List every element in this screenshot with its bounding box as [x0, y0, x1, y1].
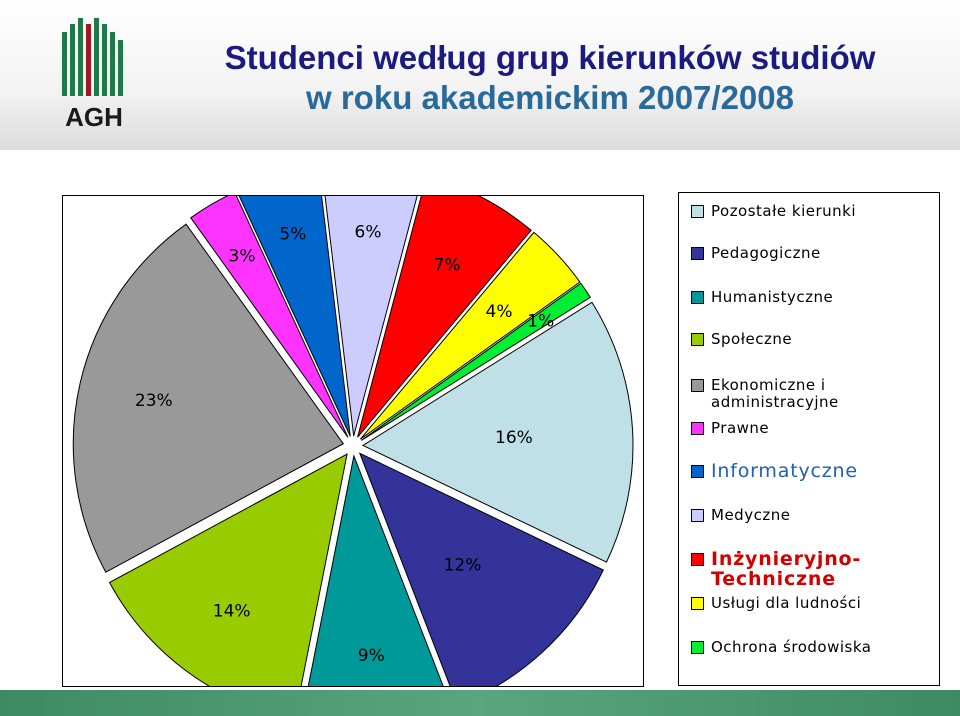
- slide-header: AGH Studenci według grup kierunków studi…: [0, 0, 960, 150]
- pie-slice: [358, 452, 604, 686]
- slice-label: 1%: [527, 311, 554, 331]
- legend-label: Usługi dla ludności: [711, 594, 862, 612]
- title-line-1: Studenci według grup kierunków studiów: [224, 39, 876, 76]
- legend-label: Medyczne: [711, 506, 791, 524]
- pie-slice: [359, 231, 581, 440]
- legend-swatch: [691, 509, 704, 522]
- footer-bar: [0, 690, 960, 716]
- legend-swatch: [691, 641, 704, 654]
- logo-text: AGH: [65, 102, 123, 132]
- pie-slice: [361, 301, 634, 563]
- slice-label: 6%: [355, 222, 382, 242]
- slice-label: 4%: [486, 302, 513, 322]
- slice-label: 23%: [135, 391, 173, 411]
- title-line-2: w roku akademickim 2007/2008: [306, 79, 794, 116]
- slice-label: 5%: [279, 225, 306, 245]
- legend-label: Pedagogiczne: [711, 244, 821, 262]
- legend-swatch: [691, 205, 704, 218]
- pie-chart-area: 16% 12% 9% 14% 23% 3% 5% 6% 7% 4% 1%: [62, 195, 644, 687]
- legend-label: Prawne: [711, 419, 770, 437]
- slice-label: 16%: [495, 428, 533, 448]
- page-title: Studenci według grup kierunków studiów w…: [150, 38, 950, 118]
- pie-slice: [108, 453, 348, 686]
- legend-swatch: [691, 422, 704, 435]
- legend-swatch: [691, 597, 704, 610]
- pie-slice: [72, 223, 344, 573]
- pie-slice: [361, 282, 591, 441]
- slice-label: 12%: [444, 555, 482, 575]
- logo-stripes: [62, 18, 123, 96]
- pie-chart: 16% 12% 9% 14% 23% 3% 5% 6% 7% 4% 1%: [72, 196, 634, 686]
- legend-label: Inżynieryjno-Techniczne: [711, 548, 862, 590]
- pie-slice: [357, 196, 532, 438]
- legend-swatch: [691, 465, 704, 478]
- chart-legend: Pozostałe kierunki Pedagogiczne Humanistyc…: [678, 192, 940, 686]
- legend-label: Ekonomiczne i administracyjne: [711, 376, 839, 411]
- legend-label: Ochrona środowiska: [711, 638, 872, 656]
- legend-swatch: [691, 379, 704, 392]
- pie-slice: [324, 196, 418, 437]
- legend-swatch: [691, 553, 704, 566]
- slice-label: 7%: [434, 256, 461, 276]
- legend-label: Społeczne: [711, 330, 793, 348]
- pie-slice: [238, 196, 351, 437]
- pie-slice: [307, 454, 444, 686]
- legend-swatch: [691, 291, 704, 304]
- slice-label: 3%: [229, 246, 256, 266]
- legend-label: Humanistyczne: [711, 288, 834, 306]
- legend-label: Informatyczne: [711, 460, 858, 482]
- agh-logo-icon: AGH: [62, 18, 123, 132]
- pie-slice: [190, 196, 349, 438]
- legend-swatch: [691, 247, 704, 260]
- legend-label: Pozostałe kierunki: [711, 202, 857, 220]
- slice-label: 9%: [358, 646, 385, 666]
- legend-swatch: [691, 333, 704, 346]
- slice-label: 14%: [213, 602, 251, 622]
